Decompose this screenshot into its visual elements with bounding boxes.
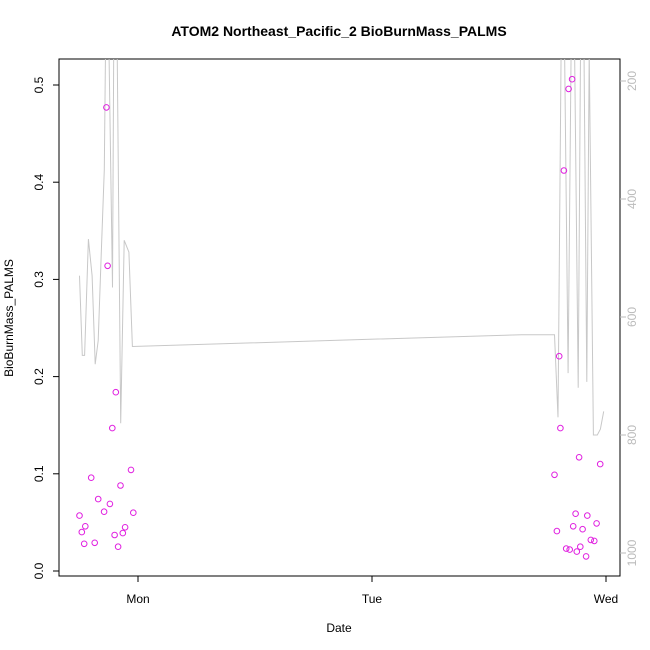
y-axis-label: BioBurnMass_PALMS: [2, 259, 16, 377]
y-tick-label: 0.1: [32, 465, 46, 482]
data-point: [565, 85, 572, 93]
y2-tick-label: 1000: [625, 539, 639, 566]
data-point: [577, 543, 584, 551]
data-point: [78, 528, 86, 536]
x-tick-label: Mon: [126, 592, 149, 606]
data-point: [82, 523, 89, 530]
data-point: [568, 75, 576, 83]
y-tick-label: 0.5: [32, 76, 46, 93]
y-tick-label: 0.4: [32, 174, 46, 191]
axes: 0.0 0.1 0.2 0.3 0.4 0.5 200 400 600 800 1000 Mon Tue…: [32, 71, 639, 606]
data-point: [94, 495, 102, 503]
data-point: [80, 540, 88, 548]
data-point: [117, 482, 124, 489]
data-point: [112, 388, 120, 396]
data-point: [560, 167, 568, 174]
data-point: [103, 104, 110, 111]
y2-tick-label: 600: [625, 307, 639, 327]
data-point: [114, 543, 122, 551]
data-point: [579, 525, 586, 533]
secondary-line-series: [79, 59, 605, 436]
data-point: [569, 523, 577, 530]
data-point: [100, 508, 108, 516]
data-point: [87, 474, 95, 482]
data-point: [121, 524, 129, 531]
x-tick-label: Wed: [594, 592, 618, 606]
data-point: [111, 531, 118, 539]
x-axis-label: Date: [326, 621, 352, 635]
data-point: [106, 500, 114, 508]
data-point: [555, 352, 563, 360]
x-tick-label: Tue: [362, 592, 383, 606]
data-point: [76, 512, 83, 519]
data-point: [596, 460, 604, 468]
y-tick-label: 0.3: [32, 271, 46, 288]
plot-frame: [58, 58, 621, 577]
data-point: [551, 471, 558, 479]
data-point: [593, 520, 600, 527]
data-point: [127, 466, 135, 474]
y2-tick-label: 800: [625, 425, 639, 445]
data-point: [566, 546, 574, 553]
data-point: [587, 536, 595, 544]
data-point: [557, 424, 564, 432]
data-point: [575, 454, 583, 461]
data-point: [91, 539, 98, 547]
secondary-series-line: [79, 59, 605, 436]
data-point: [109, 424, 116, 432]
y2-tick-label: 400: [625, 189, 639, 209]
chart-title: ATOM2 Northeast_Pacific_2 BioBurnMass_PA…: [171, 23, 506, 39]
data-point: [104, 262, 111, 270]
data-point: [572, 510, 579, 518]
data-point: [582, 553, 590, 560]
data-point: [584, 512, 591, 519]
data-point: [591, 537, 598, 545]
y2-tick-label: 200: [625, 71, 639, 91]
y-tick-label: 0.0: [32, 562, 46, 579]
y-tick-label: 0.2: [32, 368, 46, 385]
data-point: [562, 545, 570, 552]
data-point: [553, 527, 561, 535]
data-point: [119, 529, 127, 537]
data-point: [130, 509, 137, 517]
scatter-series: [76, 75, 604, 560]
data-point: [573, 548, 581, 555]
